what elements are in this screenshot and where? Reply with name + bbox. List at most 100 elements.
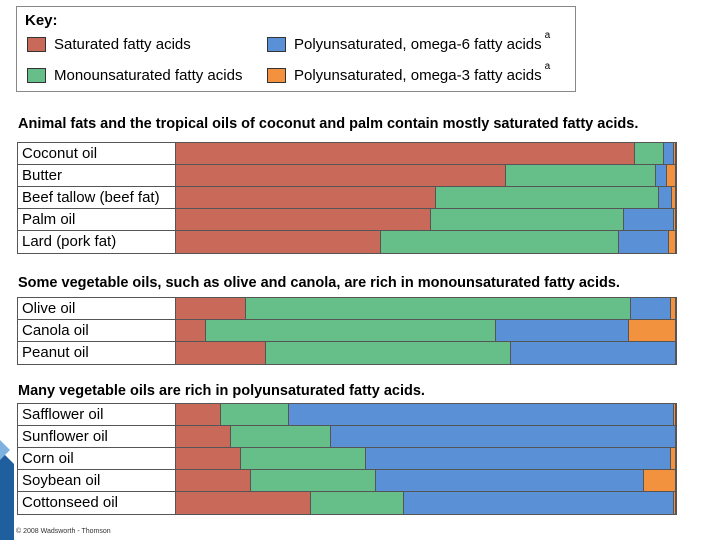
bar-segment-monounsaturated: [241, 448, 366, 469]
table-row: Soybean oil: [18, 470, 676, 492]
bar-segment-monounsaturated: [266, 342, 511, 364]
table-row: Coconut oil: [18, 143, 676, 165]
table-row: Butter: [18, 165, 676, 187]
bar-segment-omega3: [628, 320, 676, 341]
bar-segment-omega6: [623, 209, 674, 230]
bar-segment-omega6: [403, 492, 674, 514]
bar-segment-omega6: [376, 470, 644, 491]
table-row: Beef tallow (beef fat): [18, 187, 676, 209]
bar-segment-omega3: [643, 470, 676, 491]
bar-segment-omega3: [673, 492, 676, 514]
legend-item-saturated: Saturated fatty acids: [27, 36, 191, 53]
bar-segment-saturated: [176, 187, 436, 208]
decorative-accent-shape: [0, 440, 14, 540]
group-heading-saturated: Animal fats and the tropical oils of coc…: [18, 116, 639, 132]
row-label: Butter: [18, 165, 176, 186]
bar-segment-saturated: [176, 298, 246, 319]
bar-segment-monounsaturated: [246, 298, 631, 319]
row-label: Olive oil: [18, 298, 176, 319]
row-label: Soybean oil: [18, 470, 176, 491]
table-row: Safflower oil: [18, 404, 676, 426]
bar-segment-monounsaturated: [506, 165, 656, 186]
bar-segment-omega3: [667, 165, 676, 186]
bar-segment-omega6: [656, 165, 667, 186]
bar-area: [176, 470, 676, 491]
legend-footnote-omega3: a: [544, 61, 551, 72]
row-label: Safflower oil: [18, 404, 176, 425]
bar-segment-monounsaturated: [231, 426, 331, 447]
row-label: Palm oil: [18, 209, 176, 230]
bar-area: [176, 404, 676, 425]
bar-area: [176, 209, 676, 230]
bar-segment-omega3: [671, 298, 676, 319]
bar-segment-saturated: [176, 404, 221, 425]
row-label: Canola oil: [18, 320, 176, 341]
bar-segment-omega6: [366, 448, 671, 469]
bar-area: [176, 298, 676, 319]
bar-segment-saturated: [176, 470, 251, 491]
table-row: Olive oil: [18, 298, 676, 320]
bar-segment-omega6: [658, 187, 672, 208]
bar-segment-monounsaturated: [251, 470, 376, 491]
bar-segment-omega3: [668, 231, 676, 253]
bar-area: [176, 187, 676, 208]
group-heading-polyunsaturated: Many vegetable oils are rich in polyunsa…: [18, 383, 425, 399]
bar-segment-saturated: [176, 209, 431, 230]
bar-segment-omega6: [663, 143, 674, 164]
row-label: Peanut oil: [18, 342, 176, 364]
bar-segment-omega6: [618, 231, 669, 253]
bar-segment-saturated: [176, 342, 266, 364]
bar-segment-omega6: [288, 404, 674, 425]
bar-table-saturated: Coconut oil Butter Beef tallow (beef fat) P…: [17, 142, 677, 254]
bar-segment-monounsaturated: [221, 404, 289, 425]
bar-area: [176, 320, 676, 341]
table-row: Corn oil: [18, 448, 676, 470]
bar-segment-saturated: [176, 448, 241, 469]
table-row: Sunflower oil: [18, 426, 676, 448]
legend-swatch-saturated: [27, 37, 46, 52]
bar-table-monounsaturated: Olive oil Canola oil Peanut oil: [17, 297, 677, 365]
bar-segment-omega3: [671, 187, 676, 208]
legend-key-box: Key: Saturated fatty acids Monounsaturat…: [16, 6, 576, 92]
bar-table-polyunsaturated: Safflower oil Sunflower oil Corn oil Soybea…: [17, 403, 677, 515]
legend-label-saturated: Saturated fatty acids: [54, 36, 191, 53]
bar-area: [176, 342, 676, 364]
bar-segment-monounsaturated: [436, 187, 659, 208]
bar-segment-omega6: [331, 426, 676, 447]
bar-segment-omega6: [511, 342, 676, 364]
bar-area: [176, 231, 676, 253]
bar-segment-omega3: [673, 404, 676, 425]
legend-item-monounsaturated: Monounsaturated fatty acids: [27, 67, 242, 84]
bar-area: [176, 426, 676, 447]
bar-segment-saturated: [176, 320, 206, 341]
table-row: Lard (pork fat): [18, 231, 676, 253]
bar-segment-monounsaturated: [381, 231, 619, 253]
bar-segment-saturated: [176, 143, 635, 164]
table-row: Cottonseed oil: [18, 492, 676, 514]
legend-footnote-omega6: a: [544, 30, 551, 41]
legend-label-omega6: Polyunsaturated, omega-6 fatty acids: [294, 36, 542, 53]
bar-segment-omega6: [496, 320, 629, 341]
bar-segment-monounsaturated: [431, 209, 624, 230]
table-row: Canola oil: [18, 320, 676, 342]
row-label: Sunflower oil: [18, 426, 176, 447]
row-label: Beef tallow (beef fat): [18, 187, 176, 208]
legend-item-omega6: Polyunsaturated, omega-6 fatty acids a: [267, 30, 550, 53]
bar-area: [176, 143, 676, 164]
bar-segment-omega6: [631, 298, 671, 319]
row-label: Lard (pork fat): [18, 231, 176, 253]
bar-segment-monounsaturated: [311, 492, 404, 514]
bar-segment-monounsaturated: [206, 320, 496, 341]
bar-segment-omega3: [673, 143, 676, 164]
bar-segment-saturated: [176, 426, 231, 447]
bar-segment-saturated: [176, 231, 381, 253]
row-label: Coconut oil: [18, 143, 176, 164]
legend-label-monounsaturated: Monounsaturated fatty acids: [54, 67, 243, 84]
bar-area: [176, 492, 676, 514]
bar-area: [176, 448, 676, 469]
row-label: Corn oil: [18, 448, 176, 469]
table-row: Peanut oil: [18, 342, 676, 364]
bar-segment-monounsaturated: [634, 143, 664, 164]
bar-segment-saturated: [176, 165, 506, 186]
group-heading-monounsaturated: Some vegetable oils, such as olive and c…: [18, 275, 620, 291]
